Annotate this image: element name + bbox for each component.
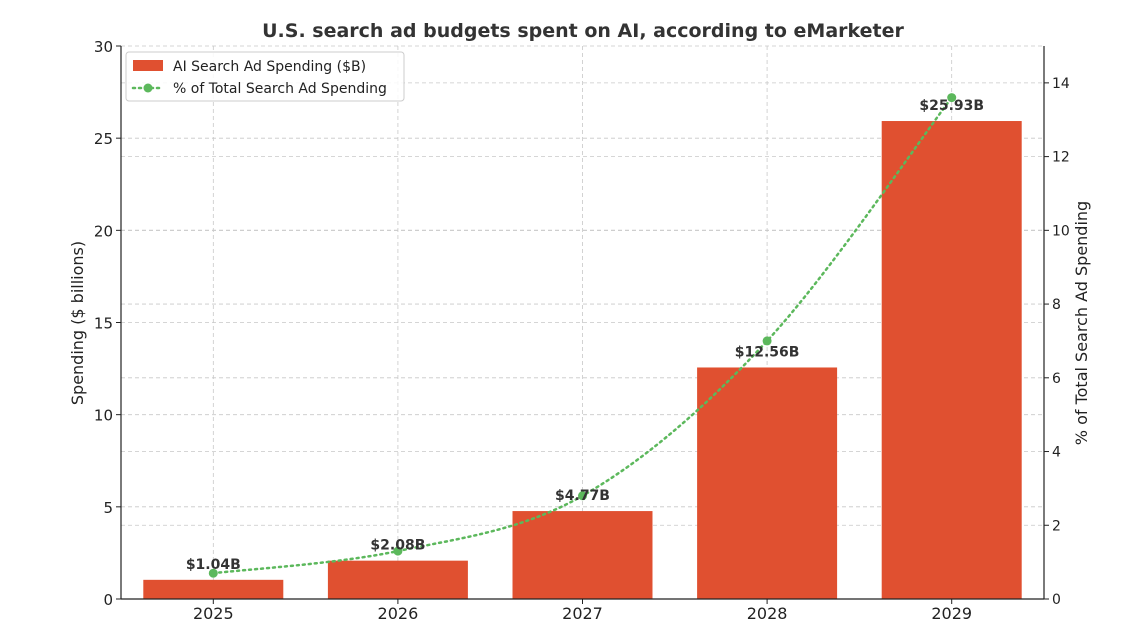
percent-line [212, 96, 953, 575]
bar-layer [143, 121, 1022, 599]
x-tick-label: 2029 [931, 604, 972, 623]
percent-point [947, 93, 957, 103]
legend-box [125, 51, 405, 102]
bar [881, 121, 1022, 599]
y-right-tick-label: 6 [1052, 371, 1061, 387]
y-axis-title: Spending ($ billions) [68, 241, 87, 405]
bar-value-label: $4.77B [555, 488, 610, 504]
x-tick-label: 2027 [562, 604, 603, 623]
y-tick-label: 5 [103, 499, 113, 517]
line-layer [208, 93, 957, 578]
y-right-tick-label: 4 [1052, 445, 1061, 461]
y-right-tick-label: 0 [1052, 592, 1061, 608]
bar-value-label: $12.56B [735, 344, 800, 360]
y-tick-label: 30 [94, 38, 113, 56]
percent-point [208, 568, 218, 578]
legend-line-label: % of Total Search Ad Spending [173, 81, 387, 97]
percent-point [578, 491, 587, 501]
percent-point [762, 336, 772, 346]
y-tick-label: 10 [94, 407, 113, 425]
bar [327, 560, 468, 599]
y-right-tick-label: 12 [1052, 150, 1070, 166]
y-right-tick-label: 10 [1052, 223, 1070, 239]
y-axis-right-title: % of Total Search Ad Spending [1072, 201, 1091, 445]
y-right-tick-label: 2 [1052, 518, 1061, 534]
legend-bar-swatch [133, 60, 163, 71]
y-tick-label: 0 [103, 591, 113, 609]
y-tick-label: 25 [94, 130, 113, 148]
x-tick-label: 2025 [193, 604, 234, 623]
label-layer: $1.04B $2.08B $4.77B $12.56B $25.93B [186, 98, 984, 573]
bar [143, 579, 284, 599]
y-tick-label: 15 [94, 315, 113, 333]
legend: AI Search Ad Spending ($B) % of Total Se… [125, 51, 405, 102]
bar-value-label: $1.04B [186, 557, 241, 573]
legend-bar-label: AI Search Ad Spending ($B) [173, 59, 366, 75]
chart-title: U.S. search ad budgets spent on AI, acco… [262, 20, 904, 42]
bar-value-label: $25.93B [919, 98, 984, 114]
y-right-tick-label: 14 [1052, 76, 1070, 92]
bar [512, 511, 653, 599]
bar-value-label: $2.08B [370, 538, 425, 554]
legend-line-marker [143, 83, 153, 93]
y-right-tick-label: 8 [1052, 297, 1061, 313]
x-tick-label: 2028 [747, 604, 788, 623]
y-tick-label: 20 [94, 222, 113, 240]
bar [697, 367, 838, 599]
percent-point [393, 546, 403, 556]
x-tick-label: 2026 [378, 604, 419, 623]
